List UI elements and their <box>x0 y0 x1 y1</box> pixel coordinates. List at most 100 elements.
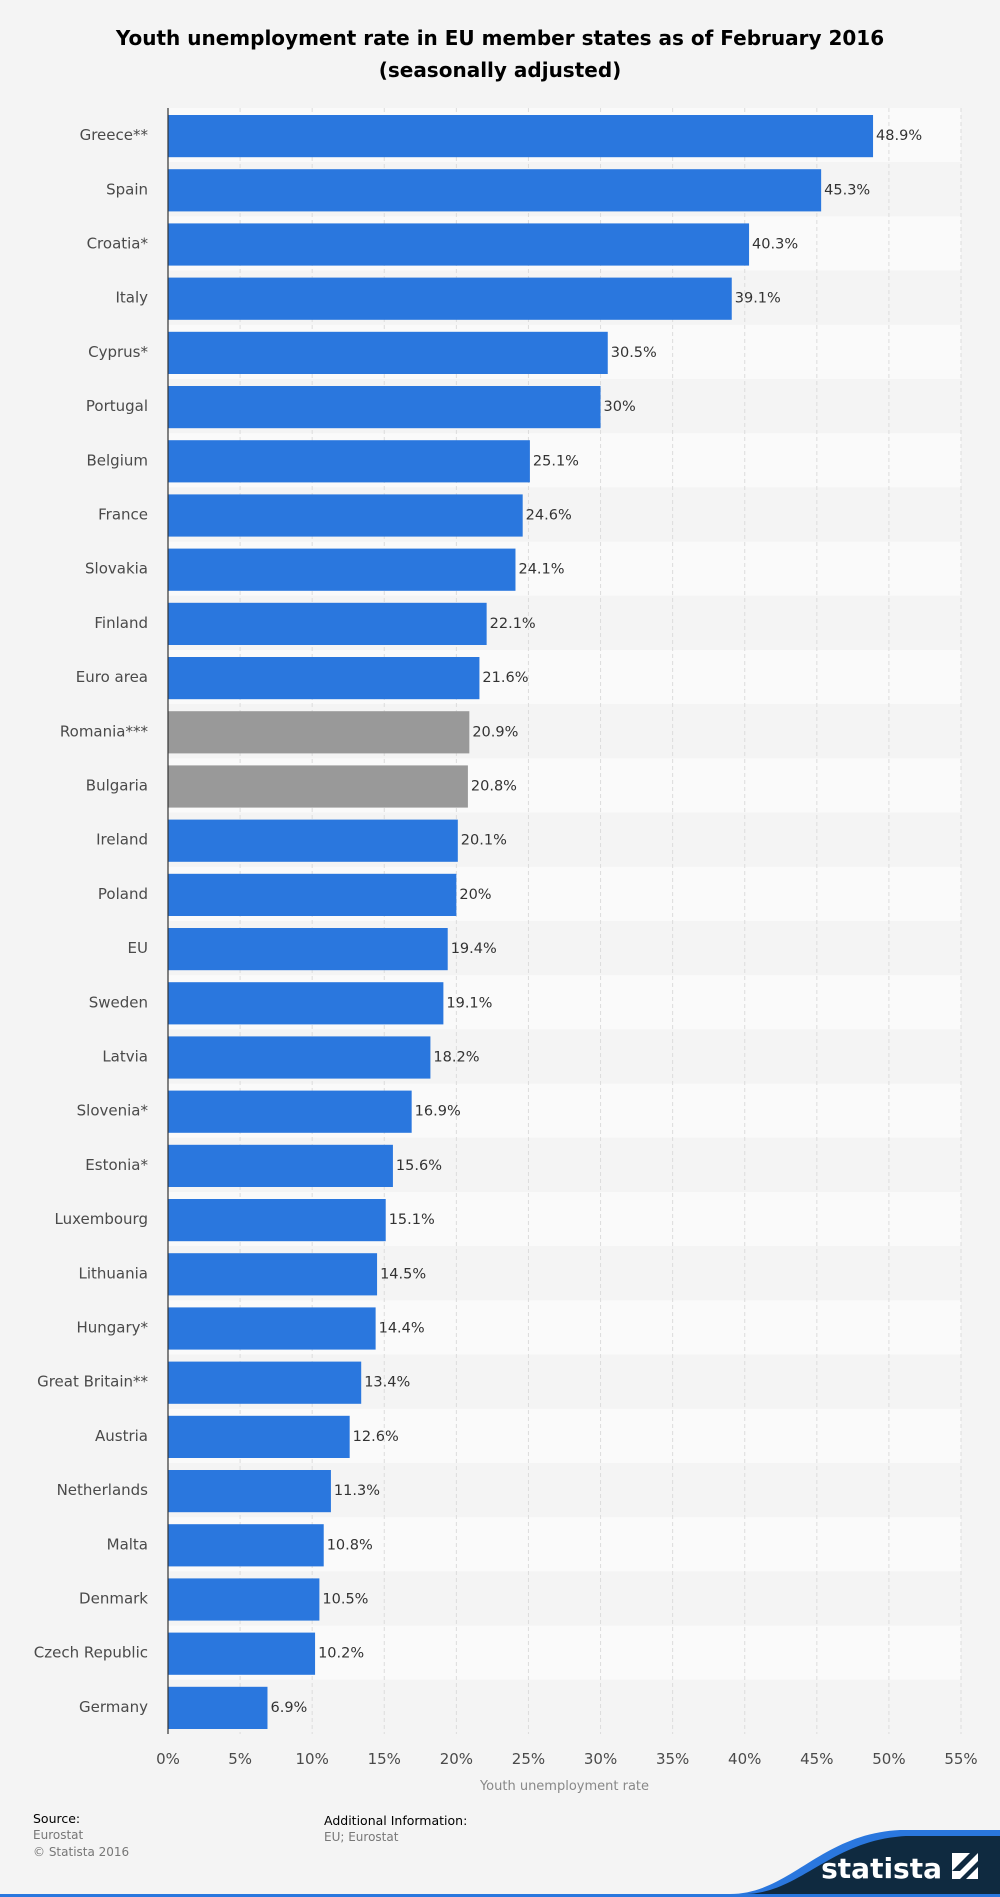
category-label: Euro area <box>76 668 148 686</box>
x-tick-label: 35% <box>656 1750 689 1768</box>
bar <box>168 928 448 971</box>
statista-logo-icon <box>952 1853 978 1879</box>
statista-logo-background <box>730 1830 1000 1894</box>
category-label: Spain <box>106 180 148 198</box>
data-label: 19.1% <box>446 995 492 1011</box>
category-label: Cyprus* <box>88 343 148 361</box>
category-label: Romania*** <box>60 722 149 740</box>
additional-info-block: Additional Information: EU; Eurostat <box>324 1812 467 1846</box>
data-label: 10.2% <box>318 1646 364 1662</box>
x-tick-label: 0% <box>156 1750 180 1768</box>
bar <box>168 548 516 591</box>
bar <box>168 711 470 754</box>
source-block: Source: Eurostat © Statista 2016 <box>33 1810 129 1861</box>
category-label: EU <box>128 939 148 957</box>
data-label: 39.1% <box>735 291 781 307</box>
bar <box>168 1307 376 1350</box>
data-label: 15.6% <box>396 1158 442 1174</box>
category-label: Latvia <box>102 1048 148 1066</box>
category-label: Malta <box>107 1535 148 1553</box>
category-label: Netherlands <box>57 1481 149 1499</box>
category-label: Greece** <box>80 126 149 144</box>
category-label: Poland <box>98 885 148 903</box>
x-tick-label: 15% <box>368 1750 401 1768</box>
bar <box>168 1470 331 1513</box>
x-tick-label: 40% <box>728 1750 761 1768</box>
data-label: 20.8% <box>471 779 517 795</box>
bar <box>168 494 523 537</box>
category-label: Italy <box>115 289 148 307</box>
data-label: 30% <box>604 399 636 415</box>
bar <box>168 1144 393 1187</box>
bar <box>168 1524 324 1567</box>
category-label: Great Britain** <box>37 1373 148 1391</box>
data-label: 20.1% <box>461 833 507 849</box>
bar <box>168 115 874 158</box>
source-line-1: Eurostat <box>33 1828 84 1842</box>
category-label: Estonia* <box>85 1156 148 1174</box>
data-label: 22.1% <box>490 616 536 632</box>
category-label: Slovakia <box>85 560 148 578</box>
bar <box>168 331 608 374</box>
chart-title-line-1: Youth unemployment rate in EU member sta… <box>115 26 885 50</box>
x-tick-label: 5% <box>228 1750 252 1768</box>
category-label: Belgium <box>87 451 149 469</box>
category-label: Czech Republic <box>34 1644 148 1662</box>
data-label: 14.5% <box>380 1266 426 1282</box>
category-label: France <box>98 506 148 524</box>
footer-accent-bar <box>0 1894 1000 1897</box>
bar <box>168 765 468 808</box>
data-label: 25.1% <box>533 453 579 469</box>
bar <box>168 1415 350 1458</box>
x-tick-label: 45% <box>800 1750 833 1768</box>
data-label: 40.3% <box>752 237 798 253</box>
data-label: 19.4% <box>451 941 497 957</box>
bar <box>168 1253 378 1296</box>
data-label: 11.3% <box>334 1483 380 1499</box>
bar <box>168 1632 316 1675</box>
data-label: 20% <box>459 887 491 903</box>
bar <box>168 223 750 266</box>
data-label: 12.6% <box>353 1429 399 1445</box>
statista-logo-text[interactable]: statista <box>821 1852 942 1885</box>
category-label: Croatia* <box>87 235 149 253</box>
bar <box>168 386 601 429</box>
category-label: Finland <box>94 614 148 632</box>
row-band <box>168 1679 961 1734</box>
chart-title-line-2: (seasonally adjusted) <box>378 58 622 82</box>
source-line-2: © Statista 2016 <box>33 1845 130 1859</box>
data-label: 24.1% <box>518 562 564 578</box>
category-label: Austria <box>95 1427 148 1445</box>
category-label: Lithuania <box>79 1264 148 1282</box>
category-label: Luxembourg <box>55 1210 149 1228</box>
data-label: 30.5% <box>611 345 657 361</box>
bar-chart: Greece** 48.9% Spain 45.3% Croatia* 40.3% Ital… <box>34 108 978 1794</box>
data-label: 45.3% <box>824 182 870 198</box>
bar <box>168 440 530 483</box>
data-label: 24.6% <box>526 508 572 524</box>
data-label: 6.9% <box>270 1700 307 1716</box>
x-tick-label: 55% <box>944 1750 977 1768</box>
x-tick-label: 10% <box>296 1750 329 1768</box>
x-tick-label: 50% <box>872 1750 905 1768</box>
bar <box>168 1686 268 1729</box>
data-label: 20.9% <box>472 724 518 740</box>
data-label: 21.6% <box>482 670 528 686</box>
data-label: 13.4% <box>364 1375 410 1391</box>
bar <box>168 1199 386 1242</box>
bar <box>168 873 457 916</box>
bar <box>168 169 822 212</box>
data-label: 48.9% <box>876 128 922 144</box>
bar <box>168 602 487 645</box>
source-heading: Source: <box>33 1811 81 1826</box>
data-label: 10.5% <box>322 1592 368 1608</box>
category-label: Slovenia* <box>77 1102 149 1120</box>
category-label: Denmark <box>79 1590 148 1608</box>
additional-info-heading: Additional Information: <box>324 1813 468 1828</box>
category-label: Sweden <box>89 993 148 1011</box>
category-label: Bulgaria <box>86 777 148 795</box>
bar <box>168 1090 412 1133</box>
additional-info-text: EU; Eurostat <box>324 1830 399 1844</box>
bar <box>168 1361 362 1404</box>
category-label: Hungary* <box>76 1319 148 1337</box>
